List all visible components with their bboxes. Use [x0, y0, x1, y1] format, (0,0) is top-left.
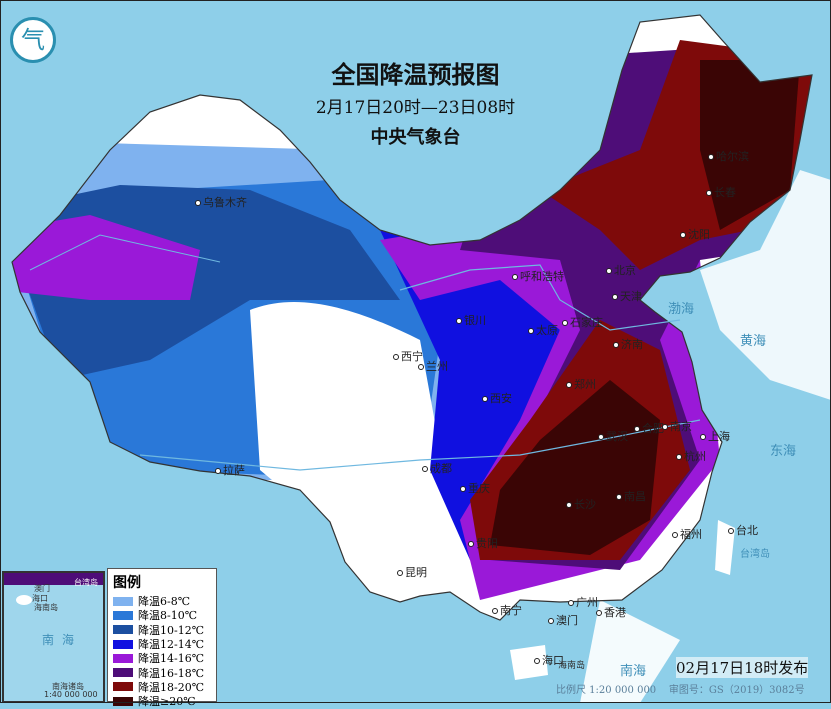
- legend-item: 降温16-18℃: [113, 665, 216, 680]
- legend-swatch: [113, 653, 133, 663]
- legend-title: 图例: [113, 575, 141, 591]
- inset-label: 南: [42, 633, 55, 647]
- city-label: 济南: [613, 336, 643, 352]
- issuer: 中央气象台: [370, 127, 461, 148]
- city-label: 武汉: [598, 428, 628, 444]
- city-label: 海口: [534, 652, 564, 668]
- legend-swatch: [113, 596, 133, 606]
- legend-swatch: [113, 610, 133, 620]
- legend-item: 降温14-16℃: [113, 651, 216, 665]
- inset-label: 台湾岛: [74, 578, 98, 587]
- inset-label: 海南岛: [34, 603, 58, 612]
- city-label: 杭州: [676, 448, 706, 464]
- legend-label: 降温10-12℃: [138, 623, 205, 637]
- inset-label: 海: [62, 633, 75, 647]
- sea-label: 台湾岛: [740, 549, 770, 560]
- city-label: 拉萨: [215, 462, 245, 478]
- city-label: 石家庄: [562, 314, 603, 330]
- legend-swatch: [113, 639, 133, 649]
- map-scale: 比例尺 1:20 000 000: [556, 685, 657, 696]
- logo-glyph: 气: [21, 26, 45, 54]
- sea-label: 黄海: [740, 334, 767, 349]
- city-label: 台北: [728, 522, 758, 538]
- legend-swatch: [113, 682, 133, 692]
- inset-label: 南海诸岛: [52, 682, 84, 691]
- city-label: 银川: [456, 312, 486, 328]
- city-label: 澳门: [548, 612, 578, 628]
- korea-japan-land: [700, 170, 831, 400]
- legend-item: 降温12-14℃: [113, 637, 216, 651]
- legend-label: 降温18-20℃: [138, 680, 205, 694]
- city-label: 天津: [612, 288, 642, 304]
- map-title: 全国降温预报图: [331, 60, 500, 89]
- southeast-asia-land: [580, 600, 680, 703]
- legend-label: 降温6-8℃: [138, 595, 191, 609]
- city-label: 贵阳: [468, 535, 498, 551]
- legend-label: 降温14-16℃: [138, 652, 205, 666]
- sea-label: 渤海: [668, 302, 695, 317]
- inset-scale: 1:40 000 000: [44, 690, 98, 699]
- legend-item: 降温8-10℃: [113, 608, 216, 622]
- city-label: 福州: [672, 526, 702, 542]
- legend-item: 降温18-20℃: [113, 680, 216, 694]
- legend-item: 降温10-12℃: [113, 623, 216, 637]
- legend-label: 降温16-18℃: [138, 666, 205, 680]
- city-label: 重庆: [460, 480, 490, 496]
- south-china-sea-inset: 台湾岛 澳门 海口 海南岛 南 海 南海诸岛 1:40 000 000: [2, 571, 105, 703]
- city-label: 长春: [706, 184, 736, 200]
- city-label: 上海: [700, 428, 730, 444]
- city-label: 呼和浩特: [512, 268, 564, 284]
- city-label: 广州: [568, 594, 598, 610]
- issue-time: 02月17日18时发布: [676, 657, 809, 678]
- city-label: 哈尔滨: [708, 148, 749, 164]
- forecast-period: 2月17日20时—23日08时: [315, 98, 516, 118]
- city-label: 郑州: [566, 376, 596, 392]
- city-label: 香港: [596, 604, 626, 620]
- city-label: 南京: [662, 418, 692, 434]
- city-label: 西安: [482, 390, 512, 406]
- legend-swatch: [113, 696, 133, 706]
- inset-label: 海口: [32, 594, 48, 603]
- city-label: 合肥: [634, 420, 664, 436]
- city-label: 成都: [422, 460, 452, 476]
- legend-swatch: [113, 668, 133, 678]
- legend-label: 降温12-14℃: [138, 638, 205, 652]
- city-label: 兰州: [418, 358, 448, 374]
- map-approval-number: 审图号：GS（2019）3082号: [668, 685, 805, 696]
- city-label: 乌鲁木齐: [195, 194, 247, 210]
- city-label: 南宁: [492, 602, 522, 618]
- sea-label: 南海: [620, 664, 647, 679]
- legend-item: 降温6-8℃: [113, 594, 216, 608]
- inset-cooling-band: [4, 573, 103, 585]
- cma-logo: 气: [10, 17, 56, 63]
- city-label: 太原: [528, 322, 558, 338]
- legend-label: 降温8-10℃: [138, 609, 198, 623]
- sea-label: 海南岛: [558, 661, 586, 671]
- river: [29, 234, 221, 271]
- legend: 图例 降温6-8℃ 降温8-10℃ 降温10-12℃ 降温12-14℃ 降温14-16℃…: [107, 568, 217, 708]
- city-label: 昆明: [397, 564, 427, 580]
- city-label: 长沙: [566, 496, 596, 512]
- city-label: 南昌: [616, 488, 646, 504]
- city-label: 北京: [606, 262, 636, 278]
- inset-hainan: [16, 595, 32, 605]
- inset-label: 澳门: [34, 584, 50, 593]
- scale-and-map-number: 比例尺 1:20 000 000 审图号：GS（2019）3082号: [556, 681, 805, 696]
- sea-label: 东海: [770, 444, 797, 459]
- city-label: 沈阳: [680, 226, 710, 242]
- legend-swatch: [113, 625, 133, 635]
